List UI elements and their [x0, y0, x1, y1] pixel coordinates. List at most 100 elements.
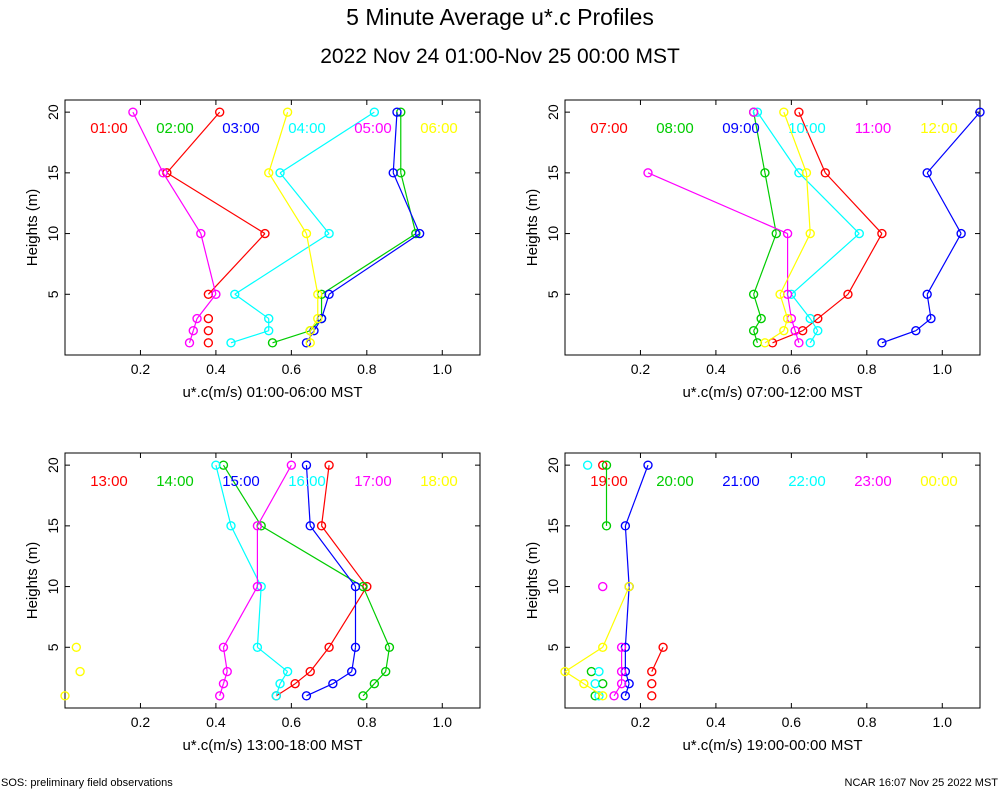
series-0200: 02:00 — [156, 107, 421, 348]
legend-label: 09:00 — [722, 120, 760, 137]
series-line-segment — [279, 172, 330, 234]
series-1600: 16:00 — [211, 460, 326, 701]
data-point — [252, 642, 263, 652]
legend-label: 06:00 — [420, 120, 458, 137]
chart-panel-3: 0.2 0.4 0.6 0.8 1.0 5 10 15 20 u*.c(m/s) 13:00-18… — [24, 452, 481, 754]
data-point — [647, 666, 657, 677]
data-point — [582, 460, 593, 470]
data-point — [590, 679, 600, 689]
series-line-segment — [926, 172, 962, 234]
data-point — [760, 168, 770, 178]
plot-frame — [564, 452, 981, 709]
legend-label: 16:00 — [288, 473, 326, 490]
data-point — [877, 338, 887, 348]
series-line-segment — [162, 172, 202, 234]
series-line-segment — [309, 318, 319, 332]
series-line-segment — [847, 233, 883, 295]
data-point — [616, 666, 627, 677]
series-line-segment — [794, 330, 800, 344]
legend-label: 21:00 — [722, 473, 760, 490]
data-point — [647, 691, 657, 701]
data-point — [392, 107, 402, 117]
series-line-segment — [783, 111, 808, 174]
series-line-segment — [320, 465, 330, 526]
series-line-segment — [373, 671, 387, 685]
x-axis-label: u*.c(m/s) 07:00-12:00 MST — [682, 384, 862, 401]
data-point — [305, 666, 315, 677]
data-point — [222, 666, 232, 677]
series-line-segment — [256, 586, 262, 648]
series-line-segment — [234, 293, 270, 320]
series-line-segment — [306, 683, 334, 697]
data-point — [301, 228, 312, 239]
series-line-segment — [313, 318, 323, 332]
y-tick-label: 15 — [545, 165, 561, 181]
data-point — [794, 338, 804, 348]
data-point — [71, 642, 82, 652]
data-point — [760, 338, 770, 348]
series-line-segment — [783, 318, 789, 331]
series-line-segment — [279, 111, 375, 174]
data-point — [877, 228, 887, 239]
series-line-segment — [805, 172, 811, 234]
y-tick-label: 10 — [45, 226, 61, 242]
series-line-segment — [328, 586, 368, 648]
plot-frame — [564, 99, 981, 356]
data-point — [598, 691, 608, 701]
data-point — [794, 107, 804, 117]
data-point — [782, 228, 793, 239]
legend-label: 17:00 — [354, 473, 392, 490]
data-point — [324, 289, 334, 299]
data-point — [211, 460, 221, 470]
y-tick-label: 15 — [545, 518, 561, 534]
x-axis-label: u*.c(m/s) 19:00-00:00 MST — [682, 737, 862, 754]
x-tick-label: 0.6 — [282, 361, 302, 377]
chart-panel-1: 0.2 0.4 0.6 0.8 1.0 5 10 15 20 u*.c(m/s) 01:00-06… — [24, 99, 481, 401]
data-point — [264, 168, 274, 178]
series-line-segment — [166, 111, 221, 174]
data-point — [748, 289, 759, 299]
data-point — [316, 521, 327, 531]
x-tick-label: 0.8 — [857, 714, 877, 730]
series-line-segment — [215, 464, 232, 527]
y-tick-label: 10 — [545, 579, 561, 595]
series-line-segment — [753, 318, 762, 332]
data-point — [128, 107, 138, 117]
footer-timestamp: NCAR 16:07 Nov 25 2022 MST — [844, 777, 998, 789]
data-point — [843, 289, 853, 299]
legend-label: 03:00 — [222, 120, 260, 137]
series-line-segment — [647, 172, 788, 235]
data-point — [260, 228, 270, 239]
data-point — [211, 289, 221, 299]
x-tick-label: 0.4 — [706, 361, 726, 377]
data-point — [203, 313, 214, 324]
data-point — [369, 107, 380, 117]
series-line-segment — [309, 646, 330, 672]
legend-label: 00:00 — [920, 473, 958, 490]
series-line-segment — [624, 683, 630, 697]
data-point — [230, 289, 240, 299]
series-0300: 03:00 — [222, 107, 425, 348]
legend-label: 10:00 — [788, 120, 826, 137]
y-tick-label: 20 — [45, 104, 61, 120]
series-0500: 05:00 — [128, 107, 392, 348]
data-point — [184, 338, 195, 348]
data-point — [267, 338, 278, 348]
legend-label: 23:00 — [854, 473, 892, 490]
data-point — [643, 168, 653, 178]
series-line-segment — [915, 318, 932, 332]
series-line-segment — [230, 525, 262, 587]
y-tick-label: 10 — [45, 579, 61, 595]
data-point — [922, 289, 932, 299]
y-tick-label: 10 — [545, 226, 561, 242]
data-point — [313, 313, 323, 324]
series-line-segment — [305, 233, 319, 295]
legend-label: 13:00 — [90, 473, 128, 490]
data-point — [388, 168, 398, 178]
series-line-segment — [230, 330, 269, 344]
data-point — [158, 168, 168, 178]
series-line-segment — [926, 233, 962, 295]
series-line-segment — [802, 318, 819, 332]
series-2200: 22:00 — [582, 460, 826, 701]
